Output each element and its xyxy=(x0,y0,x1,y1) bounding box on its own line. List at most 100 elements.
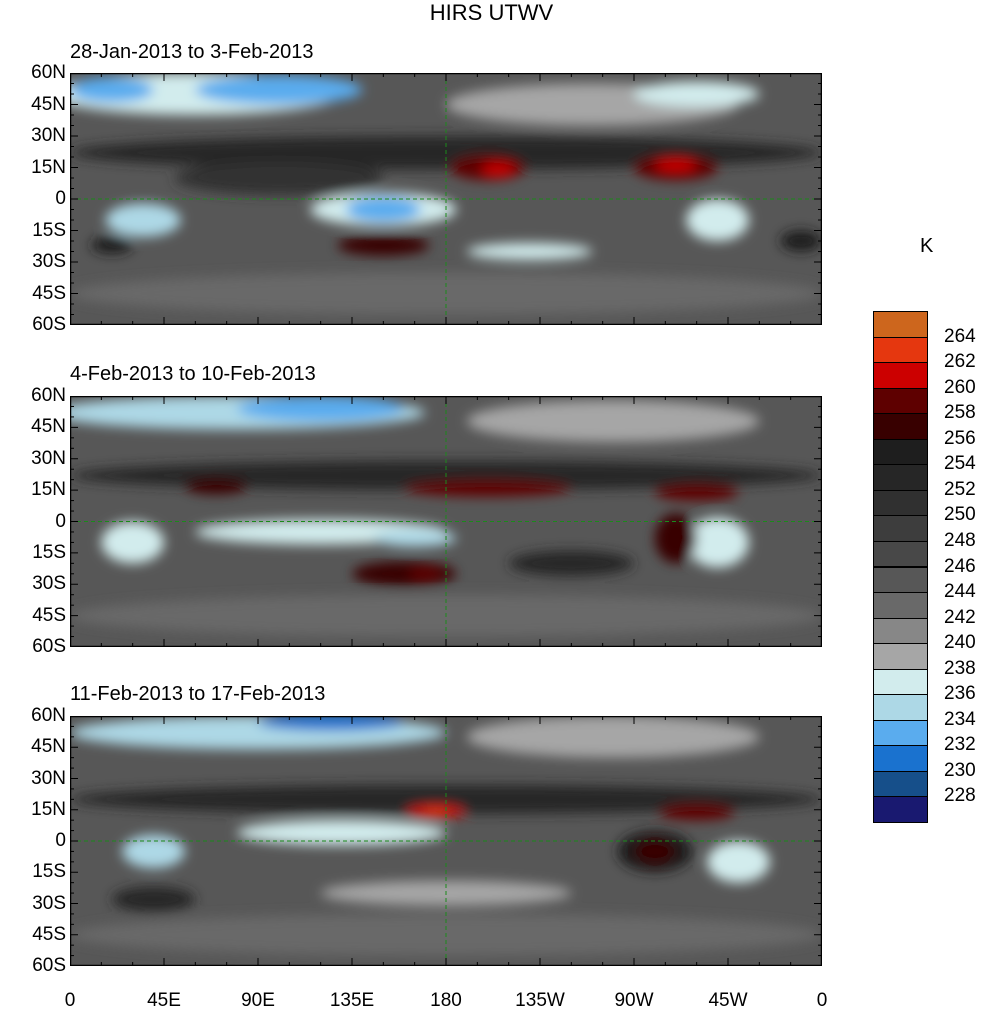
contour-region xyxy=(122,834,185,869)
colorbar-box xyxy=(873,362,928,389)
colorbar-box xyxy=(873,796,928,823)
colorbar-box xyxy=(873,489,928,517)
colorbar-label: 262 xyxy=(944,351,976,373)
x-tick-label: 0 xyxy=(816,990,828,1011)
y-tick-label: 30N xyxy=(31,125,66,146)
panel-2-title: 4-Feb-2013 to 10-Feb-2013 xyxy=(70,363,316,385)
y-tick-label: 15S xyxy=(32,219,66,241)
colorbar-box xyxy=(873,668,928,696)
y-tick-label: 0 xyxy=(55,188,66,209)
y-tick-label: 60S xyxy=(32,314,66,335)
contour-region xyxy=(654,483,739,501)
y-tick-label: 60S xyxy=(32,636,66,657)
colorbar-label: 256 xyxy=(944,427,976,449)
map-panel-2 xyxy=(70,396,822,647)
y-tick-label: 45S xyxy=(32,923,66,945)
contour-region xyxy=(408,567,442,581)
colorbar-label: 250 xyxy=(944,504,976,526)
y-tick-label: 30N xyxy=(31,767,66,789)
y-tick-label: 15N xyxy=(31,798,66,820)
contour-region xyxy=(780,230,822,252)
contour-region xyxy=(423,807,449,816)
colorbar-label: 258 xyxy=(944,402,976,424)
figure-title: HIRS UTWV xyxy=(429,0,554,25)
contour-region xyxy=(184,477,248,495)
y-tick-label: 0 xyxy=(55,830,66,851)
y-tick-label: 45N xyxy=(31,93,66,115)
y-tick-label: 0 xyxy=(55,510,66,532)
y-tick-label: 15S xyxy=(32,861,66,883)
colorbar-label: 246 xyxy=(944,555,976,577)
contour-region xyxy=(352,561,457,587)
y-tick-label: 30S xyxy=(32,892,66,914)
y-tick-label: 60N xyxy=(31,62,66,83)
colorbar-box xyxy=(873,387,928,415)
y-tick-label: 30S xyxy=(32,573,66,595)
contour-region xyxy=(372,529,457,547)
y-tick-label: 45N xyxy=(31,416,66,438)
contour-region xyxy=(111,886,196,912)
colorbar-label: 240 xyxy=(944,632,976,654)
contour-region xyxy=(258,716,405,731)
contour-region xyxy=(466,716,760,758)
colorbar-box xyxy=(873,515,928,542)
contour-region xyxy=(70,77,154,103)
contour-region xyxy=(105,203,181,237)
contour-region xyxy=(337,234,430,256)
colorbar-box xyxy=(873,464,928,491)
contour-region xyxy=(90,236,133,254)
y-tick-label: 60S xyxy=(32,955,66,976)
y-tick-label: 15S xyxy=(32,541,66,563)
colorbar-box xyxy=(873,413,928,440)
contour-region xyxy=(686,199,749,241)
colorbar-box xyxy=(873,617,928,645)
contour-region xyxy=(466,400,760,443)
colorbar-label: 248 xyxy=(944,529,976,551)
contour-region xyxy=(345,196,421,223)
colorbar-label: 244 xyxy=(944,581,976,603)
x-tick-label: 135W xyxy=(515,990,565,1011)
contour-region xyxy=(70,784,822,814)
colorbar-box xyxy=(873,719,928,747)
contour-region xyxy=(508,550,634,576)
contour-region xyxy=(237,820,446,846)
contour-region xyxy=(174,161,384,195)
contour-region xyxy=(237,396,405,422)
colorbar-box xyxy=(873,592,928,619)
contour-region xyxy=(634,838,676,864)
colorbar-label: 238 xyxy=(944,657,976,679)
colorbar-label: 230 xyxy=(944,759,976,781)
contour-region xyxy=(654,513,697,564)
colorbar-box xyxy=(873,336,928,364)
colorbar-box xyxy=(873,540,928,568)
colorbar-label: 264 xyxy=(944,325,976,347)
x-tick-label: 135E xyxy=(329,990,375,1011)
colorbar-label: 252 xyxy=(944,478,976,500)
contour-region xyxy=(707,841,770,883)
contour-region xyxy=(634,81,760,107)
x-tick-label: 90E xyxy=(241,990,275,1011)
colorbar-box xyxy=(873,770,928,798)
colorbar-label: 260 xyxy=(944,376,976,398)
x-tick-label: 45W xyxy=(708,990,748,1011)
y-tick-label: 45N xyxy=(31,736,66,758)
y-tick-label: 60N xyxy=(31,385,66,406)
panel-1-title: 28-Jan-2013 to 3-Feb-2013 xyxy=(70,41,314,63)
x-tick-label: 90W xyxy=(614,990,654,1011)
colorbar-box xyxy=(873,311,928,338)
colorbar-box xyxy=(873,566,928,594)
contour-region xyxy=(481,163,515,176)
contour-region xyxy=(686,517,749,568)
y-tick-label: 30S xyxy=(32,251,66,272)
colorbar-label: 232 xyxy=(944,734,976,756)
colorbar-label: 234 xyxy=(944,708,976,730)
colorbar-box xyxy=(873,438,928,466)
colorbar-box xyxy=(873,643,928,670)
map-panel-1 xyxy=(70,73,822,325)
contour-region xyxy=(466,243,593,260)
panel-3-title: 11-Feb-2013 to 17-Feb-2013 xyxy=(70,683,326,705)
contour-region xyxy=(654,159,697,172)
x-tick-label: 180 xyxy=(430,990,462,1011)
map-panel-3 xyxy=(70,716,822,966)
